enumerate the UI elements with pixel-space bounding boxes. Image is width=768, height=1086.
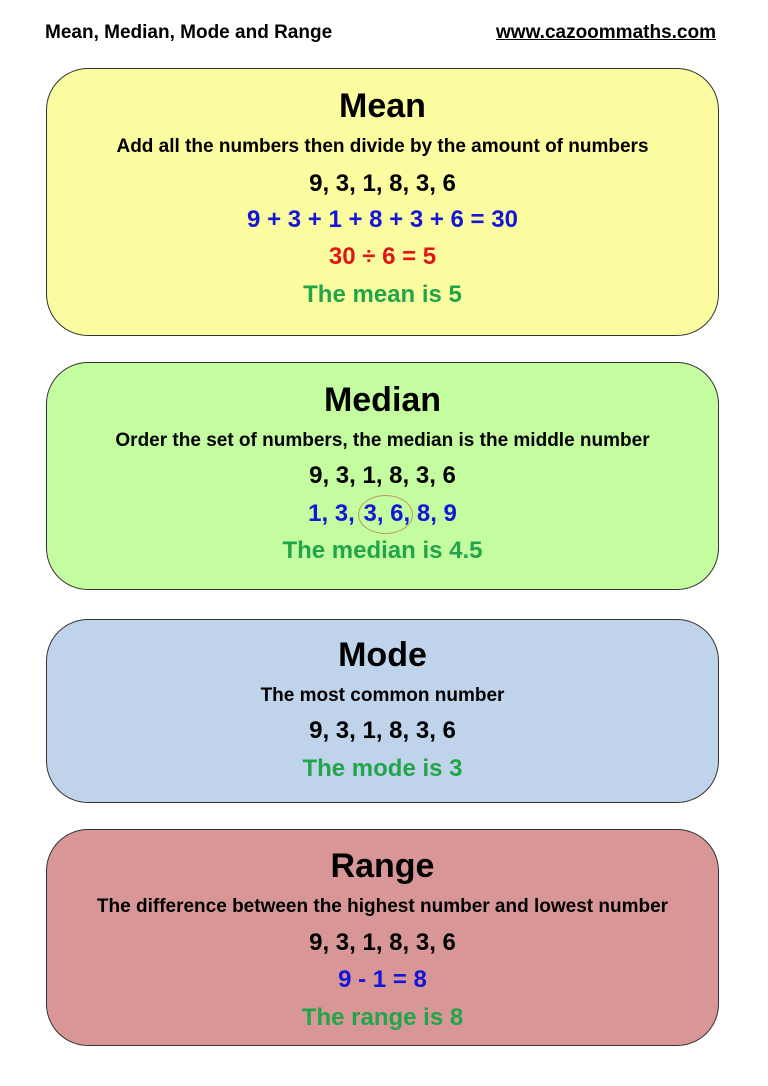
median-title: Median [323,381,442,419]
median-ordered: 1, 3, 3, 6, 8, 9 [47,495,718,534]
mean-result: The mean is 5 [303,281,462,308]
mean-card: Mean Add all the numbers then divide by … [46,68,719,336]
mean-title: Mean [339,87,426,125]
worksheet-title: Mean, Median, Mode and Range [45,22,333,43]
range-card: Range The difference between the highest… [46,829,719,1046]
middle-numbers-circle: 3, 6, [358,495,414,534]
mode-title: Mode [338,636,427,674]
median-numbers: 9, 3, 1, 8, 3, 6 [309,462,456,489]
mode-description: The most common number [260,685,505,706]
range-title: Range [330,847,435,885]
mode-card: Mode The most common number 9, 3, 1, 8, … [46,619,719,803]
range-numbers: 9, 3, 1, 8, 3, 6 [309,929,456,956]
ordered-after: 8, 9 [410,500,457,527]
ordered-before: 1, 3, [308,500,362,527]
mean-sum: 9 + 3 + 1 + 8 + 3 + 6 = 30 [247,206,518,233]
range-result: The range is 8 [301,1004,464,1031]
website-link[interactable]: www.cazoommaths.com [496,22,716,43]
mode-result: The mode is 3 [302,755,463,782]
mode-numbers: 9, 3, 1, 8, 3, 6 [309,717,456,744]
median-result: The median is 4.5 [282,537,483,564]
mean-description: Add all the numbers then divide by the a… [116,136,649,157]
median-card: Median Order the set of numbers, the med… [46,362,719,590]
median-description: Order the set of numbers, the median is … [115,430,650,451]
mean-division: 30 ÷ 6 = 5 [328,243,437,270]
range-calc: 9 - 1 = 8 [338,966,427,993]
mean-numbers: 9, 3, 1, 8, 3, 6 [309,170,456,197]
range-description: The difference between the highest numbe… [96,896,669,917]
